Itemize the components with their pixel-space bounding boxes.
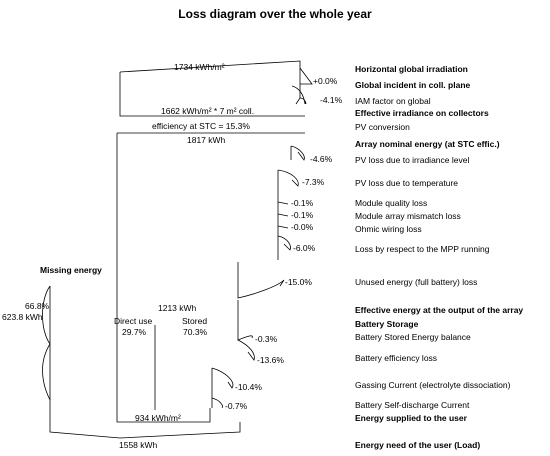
incident-curve xyxy=(299,67,313,85)
array-value: 1817 kWh xyxy=(187,135,226,145)
pct-unused: -15.0% xyxy=(285,277,312,287)
label-global-incident: Global incident in coll. plane xyxy=(355,80,471,90)
label-unused-energy: Unused energy (full battery) loss xyxy=(355,277,478,287)
irradiance-loss-curve xyxy=(290,145,305,161)
label-mpp: Loss by respect to the MPP running xyxy=(355,244,490,254)
supplied-box xyxy=(116,325,211,423)
pct-mpp: -6.0% xyxy=(293,243,316,253)
pct-incident: +0.0% xyxy=(313,76,338,86)
label-battery-efficiency: Battery efficiency loss xyxy=(355,353,438,363)
label-pv-conversion: PV conversion xyxy=(355,122,410,132)
stored-label: Stored xyxy=(182,316,208,326)
irradiation-funnel xyxy=(119,60,305,117)
label-horizontal-global: Horizontal global irradiation xyxy=(355,64,468,74)
missing-energy-value: 623.8 kWh xyxy=(2,312,43,322)
label-energy-need: Energy need of the user (Load) xyxy=(355,440,481,450)
self-discharge-curve xyxy=(211,397,223,409)
effective-value: 1213 kWh xyxy=(158,303,197,313)
pct-ohmic: -0.0% xyxy=(291,222,314,232)
stored-line xyxy=(237,325,253,341)
direct-use-label: Direct use xyxy=(114,316,153,326)
need-funnel xyxy=(49,286,241,439)
label-effective-irradiance: Effective irradiance on collectors xyxy=(355,108,489,118)
missing-energy-pct: 66.8% xyxy=(25,301,50,311)
collector-value: 1662 kWh/m² * 7 m² coll. xyxy=(161,106,255,116)
missing-energy-curve xyxy=(42,285,51,401)
pct-mismatch: -0.1% xyxy=(291,210,314,220)
label-array-nominal: Array nominal energy (at STC effic.) xyxy=(355,139,500,149)
label-mismatch: Module array mismatch loss xyxy=(355,211,461,221)
label-energy-supplied: Energy supplied to the user xyxy=(355,413,467,423)
pct-battery-efficiency: -13.6% xyxy=(257,355,284,365)
stored-pct: 70.3% xyxy=(183,327,208,337)
label-effective-energy: Effective energy at the output of the ar… xyxy=(355,305,524,315)
unused-loss-line xyxy=(237,262,285,299)
label-battery-storage: Battery Storage xyxy=(355,319,419,329)
pct-gassing: -10.4% xyxy=(235,382,262,392)
label-irradiance-loss: PV loss due to irradiance level xyxy=(355,155,470,165)
pct-irradiance: -4.6% xyxy=(310,154,333,164)
pct-temperature: -7.3% xyxy=(302,177,325,187)
label-temperature-loss: PV loss due to temperature xyxy=(355,178,459,188)
battery-efficiency-curve xyxy=(237,339,255,361)
top-value: 1734 kWh/m² xyxy=(174,62,225,72)
label-stored-balance: Battery Stored Energy balance xyxy=(355,332,471,342)
mpp-loss-curve xyxy=(277,235,291,251)
pct-module-quality: -0.1% xyxy=(291,198,314,208)
label-iam: IAM factor on global xyxy=(355,96,431,106)
efficiency-label: efficiency at STC = 15.3% xyxy=(152,121,250,131)
temperature-loss-curve xyxy=(277,169,299,187)
label-gassing: Gassing Current (electrolyte dissociatio… xyxy=(355,380,511,390)
pct-stored-balance: -0.3% xyxy=(255,334,278,344)
small-loss-ticks xyxy=(277,201,289,229)
gassing-loss-curve xyxy=(211,367,234,389)
pct-self-discharge: -0.7% xyxy=(225,401,248,411)
label-self-discharge: Battery Self-discharge Current xyxy=(355,400,470,410)
direct-use-pct: 29.7% xyxy=(122,327,147,337)
pct-iam: -4.1% xyxy=(320,95,343,105)
need-value: 1558 kWh xyxy=(119,440,158,450)
missing-energy-title: Missing energy xyxy=(40,265,102,275)
label-module-quality: Module quality loss xyxy=(355,198,428,208)
supplied-value: 934 kWh/m² xyxy=(135,413,181,423)
iam-loss-curve xyxy=(291,85,307,105)
label-ohmic: Ohmic wiring loss xyxy=(355,224,422,234)
diagram-title: Loss diagram over the whole year xyxy=(178,7,372,21)
